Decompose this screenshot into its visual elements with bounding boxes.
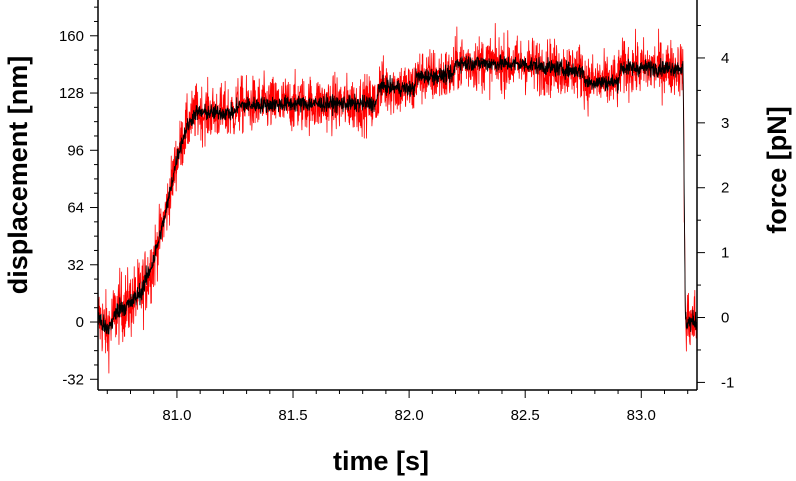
series-smoothed-trace bbox=[97, 54, 698, 335]
y-axis-title: displacement [nm] bbox=[3, 56, 33, 295]
y-tick-label: 96 bbox=[67, 142, 84, 159]
series-layer bbox=[97, 22, 698, 374]
y-tick-label: 128 bbox=[59, 85, 84, 102]
y2-tick-label: 4 bbox=[721, 50, 729, 67]
x-tick-label: 82.5 bbox=[511, 407, 540, 424]
plot-area bbox=[97, 22, 698, 374]
x-tick-label: 81.0 bbox=[162, 407, 191, 424]
y2-tick-label: 0 bbox=[721, 310, 729, 327]
y-tick-label: 32 bbox=[67, 257, 84, 274]
y2-tick-label: 3 bbox=[721, 115, 729, 132]
y-tick-label: 0 bbox=[76, 314, 84, 331]
y2-tick-label: 2 bbox=[721, 180, 729, 197]
x-axis-title: time [s] bbox=[333, 446, 429, 476]
y2-tick-label: 1 bbox=[721, 245, 729, 262]
y2-tick-label: -1 bbox=[721, 374, 734, 391]
y-tick-label: -32 bbox=[62, 371, 84, 388]
x-tick-label: 82.0 bbox=[395, 407, 424, 424]
x-axis-ticks: 81.0 81.5 82.0 82.5 83.0 bbox=[106, 390, 689, 424]
x-tick-label: 83.0 bbox=[627, 407, 656, 424]
series-raw-trace bbox=[97, 22, 698, 374]
y-tick-label: 160 bbox=[59, 28, 84, 45]
x-tick-label: 81.5 bbox=[278, 407, 307, 424]
y2-axis-title: force [pN] bbox=[762, 106, 792, 234]
y2-axis-ticks: -1 0 1 2 3 4 bbox=[697, 25, 734, 391]
y-tick-label: 64 bbox=[67, 200, 84, 217]
y-axis-ticks: -32 0 32 64 96 128 160 bbox=[59, 6, 98, 388]
